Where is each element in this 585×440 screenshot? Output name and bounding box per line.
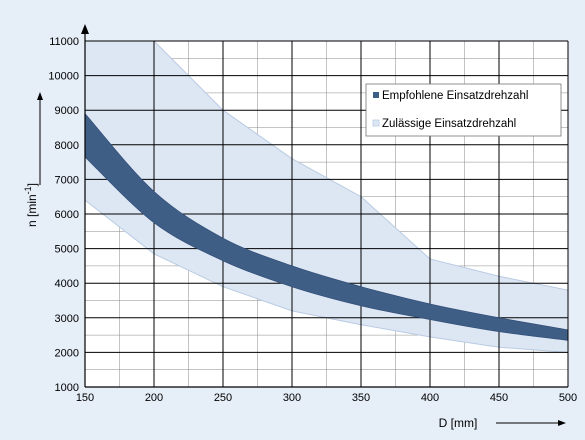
legend-label-permissible: Zulässige Einsatzdrehzahl xyxy=(382,118,516,130)
x-label-arrow-icon xyxy=(558,420,566,426)
legend-swatch-recommended xyxy=(373,92,379,98)
x-tick-label: 400 xyxy=(421,392,439,404)
x-tick-label: 450 xyxy=(490,392,508,404)
y-tick-label: 4000 xyxy=(55,278,79,290)
x-tick-label: 250 xyxy=(214,392,232,404)
y-axis-arrow-icon xyxy=(81,24,89,34)
x-axis-label: D [mm] xyxy=(439,416,478,430)
y-tick-label: 6000 xyxy=(55,209,79,221)
legend: Empfohlene Einsatzdrehzahl Zulässige Ein… xyxy=(365,83,562,137)
y-tick-label: 8000 xyxy=(55,140,79,152)
y-axis-label: n [min-1] xyxy=(23,183,39,227)
x-tick-label: 300 xyxy=(283,392,301,404)
tick-labels: 1000 2000 3000 4000 5000 6000 7000 8000 9000 1000… xyxy=(48,36,577,404)
x-tick-label: 350 xyxy=(352,392,370,404)
y-tick-label: 3000 xyxy=(55,313,79,325)
legend-label-recommended: Empfohlene Einsatzdrehzahl xyxy=(382,90,528,102)
y-axis-label-main: n [min xyxy=(25,194,39,227)
axes xyxy=(37,24,569,426)
y-tick-label: 5000 xyxy=(55,244,79,256)
legend-box xyxy=(365,83,562,137)
legend-swatch-permissible xyxy=(372,119,380,127)
y-tick-label: 11000 xyxy=(49,36,79,48)
y-axis-label-close: ] xyxy=(25,183,39,186)
y-tick-label: 7000 xyxy=(55,174,79,186)
y-tick-label: 10000 xyxy=(48,71,79,83)
x-tick-label: 150 xyxy=(76,392,94,404)
y-label-arrow-icon xyxy=(37,92,43,100)
x-tick-label: 500 xyxy=(559,392,577,404)
y-tick-label: 1000 xyxy=(55,382,79,394)
y-tick-label: 2000 xyxy=(55,347,79,359)
x-tick-label: 200 xyxy=(145,392,163,404)
y-axis-label-superscript: -1 xyxy=(23,186,33,194)
y-tick-label: 9000 xyxy=(55,105,79,117)
